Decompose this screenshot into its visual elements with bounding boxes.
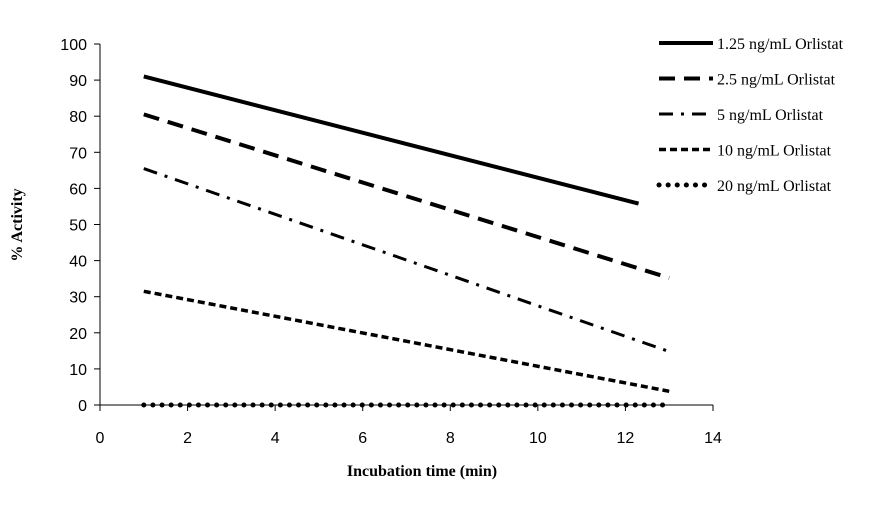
- x-tick-label: 4: [271, 430, 280, 447]
- y-tick-label: 70: [69, 145, 87, 162]
- y-tick-label: 50: [69, 218, 87, 235]
- x-ticks: 0 2 4 6 8 10 12 14: [96, 405, 722, 447]
- legend-label-4: 10 ng/mL Orlistat: [717, 143, 832, 160]
- y-tick-label: 60: [69, 181, 87, 198]
- x-tick-label: 0: [96, 430, 105, 447]
- y-axis-title: % Activity: [9, 188, 26, 261]
- x-tick-label: 6: [358, 430, 367, 447]
- y-tick-label: 30: [69, 290, 87, 307]
- series-line-2: [143, 112, 670, 280]
- x-tick-label: 10: [529, 430, 547, 447]
- series-line-4: [143, 289, 670, 394]
- x-tick-label: 2: [183, 430, 192, 447]
- y-tick-label: 40: [69, 254, 87, 271]
- x-tick-label: 12: [617, 430, 635, 447]
- x-tick-label: 8: [446, 430, 455, 447]
- x-tick-label: 14: [704, 430, 722, 447]
- y-tick-label: 0: [78, 398, 87, 415]
- series-line-3: [143, 167, 670, 353]
- legend-label-5: 20 ng/mL Orlistat: [717, 178, 832, 195]
- series-layer: [141, 74, 672, 408]
- y-tick-label: 80: [69, 109, 87, 126]
- series-line-1: [143, 74, 640, 206]
- y-tick-label: 10: [69, 362, 87, 379]
- y-tick-label: 20: [69, 326, 87, 343]
- legend-label-1: 1.25 ng/mL Orlistat: [717, 36, 844, 53]
- y-ticks: 0 10 20 30 40 50 60 70 80 90 100: [60, 37, 100, 415]
- y-tick-label: 100: [60, 37, 87, 54]
- legend-label-2: 2.5 ng/mL Orlistat: [717, 72, 836, 89]
- y-tick-label: 90: [69, 73, 87, 90]
- legend-label-3: 5 ng/mL Orlistat: [717, 107, 824, 124]
- legend: 1.25 ng/mL Orlistat 2.5 ng/mL Orlistat 5 n…: [656, 36, 844, 195]
- axes: [99, 44, 713, 406]
- x-axis-title: Incubation time (min): [347, 463, 497, 480]
